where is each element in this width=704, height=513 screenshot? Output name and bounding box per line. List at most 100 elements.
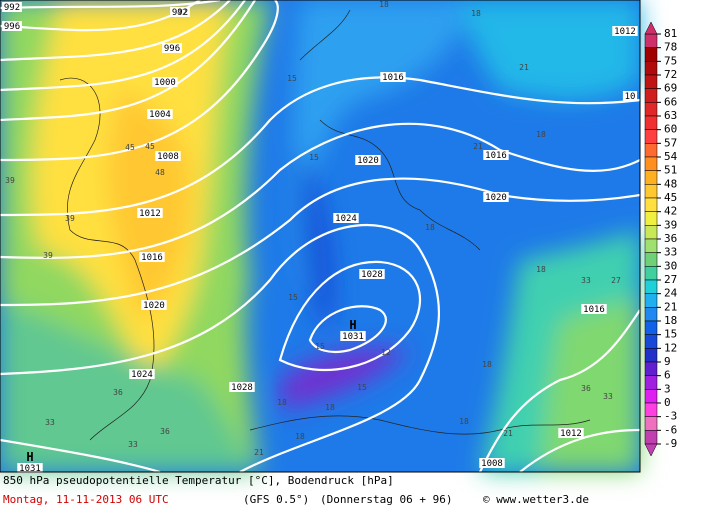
temperature-label: 15 — [309, 153, 319, 162]
colorbar-tick-label: 33 — [664, 246, 677, 259]
temperature-label: 18 — [425, 223, 435, 232]
colorbar-tick-label: 75 — [664, 54, 677, 67]
isobar-label: 1016 — [382, 73, 404, 83]
isobar-label-box — [359, 269, 385, 279]
colorbar-band — [644, 430, 658, 445]
temperature-label: 39 — [65, 214, 75, 223]
isobar-label: 1008 — [157, 152, 179, 162]
colorbar-band — [644, 416, 658, 431]
colorbar-band — [644, 211, 658, 226]
isobar-label: 1020 — [485, 193, 507, 203]
colorbar-tick-label: 45 — [664, 191, 677, 204]
temperature-label: 45 — [145, 142, 155, 151]
colorbar-band — [644, 320, 658, 335]
isobar-label: 1016 — [583, 305, 605, 315]
isobar-label: 1024 — [335, 214, 357, 224]
isobar-label: 992 — [4, 3, 20, 13]
isobar-label-box — [229, 382, 255, 392]
colorbar-band — [644, 74, 658, 89]
colorbar-band — [644, 361, 658, 376]
isobar-label: 1031 — [19, 464, 41, 474]
colorbar-band — [644, 375, 658, 390]
temperature-label: 39 — [5, 176, 15, 185]
colorbar-bottom-arrow — [644, 443, 658, 457]
temperature-label: 27 — [611, 276, 621, 285]
temperature-label: 36 — [160, 427, 170, 436]
isobar-label-box — [355, 155, 381, 165]
temperature-label: 21 — [503, 429, 513, 438]
temperature-label: 18 — [459, 417, 469, 426]
temperature-label: 21 — [519, 63, 529, 72]
temperature-label: 36 — [113, 388, 123, 397]
isobar-label-box — [483, 192, 509, 202]
colorbar-tick-label: 18 — [664, 314, 677, 327]
colorbar-tick-label: 42 — [664, 205, 677, 218]
temperature-label: 45 — [125, 143, 135, 152]
colorbar-tick-label: -9 — [664, 437, 677, 450]
isobar-label-box — [137, 208, 163, 218]
isobar-label: 1028 — [361, 270, 383, 280]
isobar-label-box — [2, 2, 22, 12]
isobar-label-box — [162, 43, 182, 53]
temperature-label: 21 — [254, 448, 264, 457]
colorbar-band — [644, 293, 658, 308]
temperature-label: 33 — [581, 276, 591, 285]
colorbar-tick-label: 48 — [664, 177, 677, 190]
colorbar-band — [644, 334, 658, 349]
isobar-label: 1012 — [139, 209, 161, 219]
isobar-label: 1004 — [149, 110, 171, 120]
isobar-label-box — [155, 151, 181, 161]
colorbar-tick-label: 9 — [664, 355, 671, 368]
temperature-label: 21 — [473, 142, 483, 151]
colorbar-tick-label: 15 — [664, 328, 677, 341]
temperature-label: 12 — [381, 348, 391, 357]
coastlines — [59, 9, 591, 441]
temperature-label: 15 — [357, 383, 367, 392]
isobar-label-box — [340, 331, 366, 341]
isobar-label: 1012 — [614, 27, 636, 37]
colorbar-band — [644, 143, 658, 158]
isobar-label: 1031 — [342, 332, 364, 342]
colorbar-tick-label: 12 — [664, 341, 677, 354]
colorbar-tick-label: 57 — [664, 136, 677, 149]
isobar-label-box — [483, 150, 509, 160]
temperature-label: 33 — [45, 418, 55, 427]
temperature-label: 18 — [536, 130, 546, 139]
colorbar-tick-label: 51 — [664, 164, 677, 177]
temperature-label: 18 — [295, 432, 305, 441]
temperature-label: 15 — [288, 293, 298, 302]
colorbar-tick-label: 0 — [664, 396, 671, 409]
isobar-label-box — [558, 428, 584, 438]
colorbar-band — [644, 115, 658, 130]
colorbar-tick-label: 27 — [664, 273, 677, 286]
colorbar-band — [644, 348, 658, 363]
temperature-label: 18 — [325, 403, 335, 412]
colorbar-tick-label: 78 — [664, 41, 677, 54]
colorbar-tick-label: 39 — [664, 218, 677, 231]
isobar-label: 1008 — [481, 459, 503, 469]
colorbar-tick-label: 63 — [664, 109, 677, 122]
footer-title: 850 hPa pseudopotentielle Temperatur [°C… — [3, 474, 394, 487]
temperature-label: 15 — [287, 74, 297, 83]
colorbar-band — [644, 389, 658, 404]
temperature-label: 18 — [482, 360, 492, 369]
isobar-label-box — [333, 213, 359, 223]
colorbar-band — [644, 156, 658, 171]
temperature-label: 18 — [536, 265, 546, 274]
isobar-label: 1020 — [143, 301, 165, 311]
colorbar-band — [644, 33, 658, 48]
isobar-label-box — [129, 369, 155, 379]
isobar-label: 1024 — [131, 370, 153, 380]
colorbar-tick-label: 66 — [664, 95, 677, 108]
isobar-label: 992 — [172, 8, 188, 18]
isobar-label: 1020 — [357, 156, 379, 166]
temperature-label: 15 — [315, 342, 325, 351]
colorbar-band — [644, 129, 658, 144]
temperature-label: 18 — [471, 9, 481, 18]
footer-date: Montag, 11-11-2013 06 UTC — [3, 493, 169, 506]
footer-model: (GFS 0.5°) — [243, 493, 309, 506]
isobars — [0, 0, 641, 372]
isobar-label-box — [170, 7, 190, 17]
colorbar-band — [644, 238, 658, 253]
